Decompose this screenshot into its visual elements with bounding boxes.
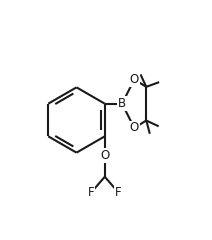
- Text: F: F: [115, 186, 122, 199]
- Text: B: B: [118, 97, 126, 110]
- Text: O: O: [130, 121, 139, 134]
- Text: O: O: [100, 149, 109, 162]
- Text: F: F: [88, 186, 94, 199]
- Text: O: O: [130, 73, 139, 86]
